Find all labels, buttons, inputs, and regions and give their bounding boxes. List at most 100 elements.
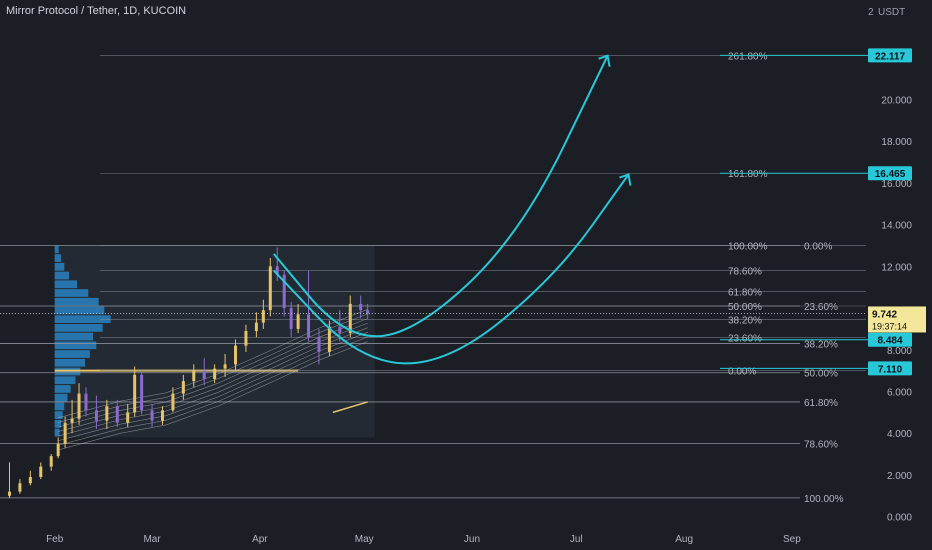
candle-body	[223, 364, 227, 369]
volume-profile-bar	[54, 385, 71, 393]
candle-body	[327, 326, 331, 352]
volume-profile-bar	[54, 315, 111, 324]
y-tick-label: 4.000	[887, 429, 912, 440]
candle-body	[84, 393, 88, 411]
candle-body	[56, 443, 60, 457]
volume-profile-bar	[54, 411, 63, 419]
fib-label: 78.60%	[804, 440, 838, 451]
volume-profile-bar	[54, 280, 78, 289]
price-label-text: 22.117	[875, 51, 905, 62]
candle-body	[70, 418, 74, 423]
y-tick-label: 18.000	[881, 137, 912, 148]
scale-indicator[interactable]: 2	[868, 7, 874, 18]
candle-body	[282, 274, 286, 309]
candle-body	[192, 370, 196, 382]
candle-body	[296, 314, 300, 329]
price-label-text: 7.110	[878, 364, 903, 375]
fib-ext-label: 23.60%	[728, 333, 762, 344]
arrow-head	[619, 173, 632, 186]
volume-profile-bar	[54, 393, 68, 402]
candle-body	[171, 393, 175, 411]
candle-body	[348, 303, 352, 334]
fib-ext-label: 61.80%	[728, 287, 762, 298]
volume-profile-bar	[54, 341, 97, 350]
x-tick-label: Jul	[570, 534, 583, 545]
chart-title: Mirror Protocol / Tether, 1D, KUCOIN	[6, 5, 187, 17]
y-tick-label: 0.000	[887, 513, 912, 524]
price-label-box	[868, 361, 912, 376]
y-tick-label: 2.000	[887, 471, 912, 482]
fib-label: 61.80%	[804, 398, 838, 409]
y-tick-label: 8.000	[887, 346, 912, 357]
candle-body	[49, 456, 53, 467]
x-tick-label: Apr	[252, 534, 268, 545]
volume-profile-bar	[54, 324, 103, 332]
volume-profile-bar	[54, 262, 65, 271]
countdown-text: 19:37:14	[872, 321, 907, 331]
y-tick-label: 20.000	[881, 96, 912, 107]
arrow-head	[598, 54, 611, 67]
candle-body	[307, 314, 311, 338]
fib-ext-label: 50.00%	[728, 302, 762, 313]
candle-body	[359, 303, 363, 311]
fib-label: 100.00%	[804, 494, 844, 505]
candle-body	[213, 368, 217, 379]
candle-body	[261, 310, 265, 323]
price-label-box	[868, 166, 912, 181]
volume-profile-bar	[54, 350, 90, 358]
candle-body	[289, 308, 293, 329]
y-tick-label: 12.000	[881, 262, 912, 273]
candle-body	[234, 345, 238, 365]
candle-body	[275, 266, 279, 275]
fib-ext-label: 0.00%	[728, 367, 756, 378]
candle-body	[39, 466, 43, 478]
volume-profile-bar	[54, 376, 76, 385]
y-tick-label: 6.000	[887, 388, 912, 399]
trend-line	[332, 401, 368, 414]
fib-ext-label: 100.00%	[728, 242, 768, 253]
x-tick-label: Feb	[46, 534, 64, 545]
candle-body	[244, 331, 248, 346]
volume-profile-bar	[54, 419, 62, 428]
candle-body	[126, 412, 130, 423]
price-label-box	[868, 332, 912, 347]
y-tick-label: 16.000	[881, 179, 912, 190]
volume-profile-bar	[54, 245, 59, 254]
currency-unit: USDT	[878, 7, 906, 18]
candle-body	[160, 410, 164, 421]
fib-ext-label: 261.80%	[728, 51, 768, 62]
candle-body	[18, 483, 22, 492]
candle-body	[133, 374, 137, 413]
volume-profile-bar	[54, 289, 89, 297]
price-label-text: 16.465	[875, 169, 906, 180]
ma-ribbon-line	[58, 309, 368, 419]
candle-body	[63, 422, 67, 444]
volume-profile-bar	[54, 358, 86, 367]
volume-profile-bar	[54, 306, 105, 315]
candle-body	[268, 266, 272, 311]
candle-body	[115, 406, 119, 423]
current-price-box	[868, 306, 926, 333]
projection-arrow	[273, 55, 609, 338]
volume-profile-bar	[54, 254, 62, 262]
fib-ext-label: 78.60%	[728, 267, 762, 278]
x-tick-label: Aug	[675, 534, 693, 545]
candle-body	[7, 491, 11, 496]
current-price-text: 9.742	[872, 309, 897, 320]
volume-profile-bar	[54, 271, 70, 280]
candle-body	[366, 310, 370, 314]
volume-profile-bar	[54, 332, 94, 341]
price-label-text: 8.484	[877, 336, 902, 347]
candle-body	[202, 370, 206, 379]
candle-body	[28, 477, 32, 484]
fib-zone	[54, 245, 375, 438]
volume-profile-bar	[54, 402, 65, 411]
fib-label: 23.60%	[804, 302, 838, 313]
projection-arrow	[273, 174, 630, 365]
fib-ext-label: 161.80%	[728, 169, 768, 180]
candle-body	[77, 393, 81, 419]
candle-body	[150, 410, 154, 421]
candle-body	[254, 322, 258, 332]
